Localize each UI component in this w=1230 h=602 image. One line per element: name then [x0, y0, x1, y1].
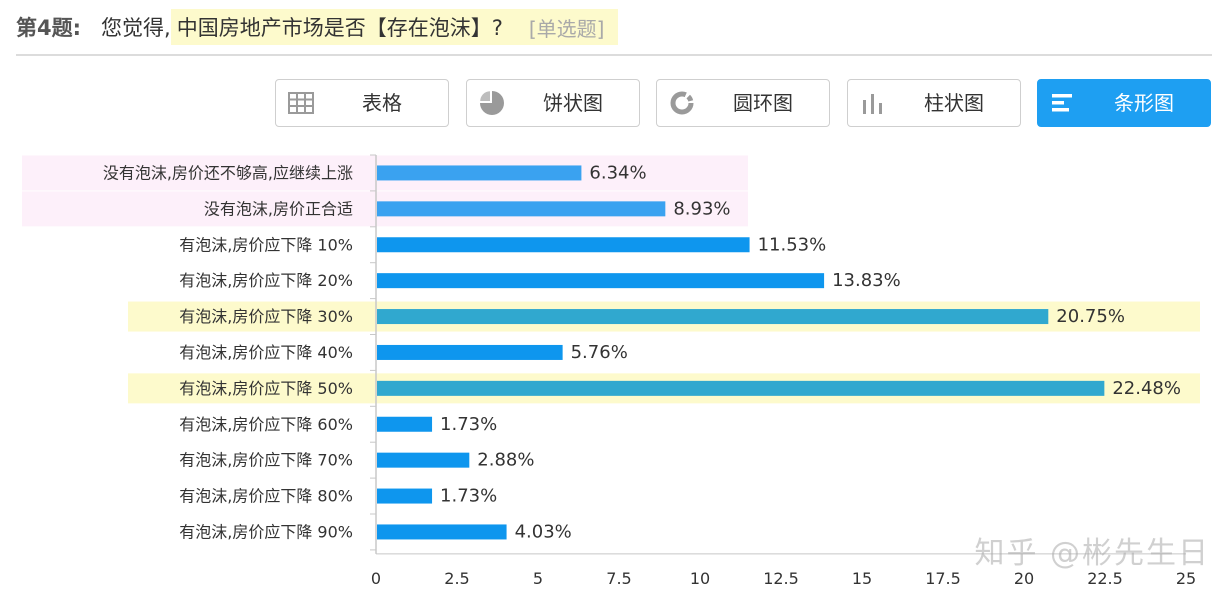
- question-header: 第4题: 您觉得, 中国房地产市场是否【存在泡沫】? [单选题]: [16, 9, 619, 45]
- header-divider: [16, 54, 1212, 56]
- category-label: 有泡沫,房价应下降 40%: [179, 343, 353, 362]
- category-label: 有泡沫,房价应下降 10%: [179, 235, 353, 254]
- category-label: 有泡沫,房价应下降 60%: [179, 415, 353, 434]
- table-view-label: 表格: [362, 91, 402, 115]
- category-label: 有泡沫,房价应下降 80%: [179, 487, 353, 506]
- pie-view-button[interactable]: 饼状图: [466, 79, 640, 127]
- category-label: 有泡沫,房价应下降 20%: [179, 271, 353, 290]
- category-label: 有泡沫,房价应下降 30%: [179, 307, 353, 326]
- pie-view-label: 饼状图: [543, 91, 603, 115]
- x-tick-label: 12.5: [763, 569, 799, 588]
- category-label: 没有泡沫,房价还不够高,应继续上涨: [103, 163, 353, 182]
- x-tick-label: 17.5: [925, 569, 961, 588]
- x-tick-label: 0: [371, 569, 381, 588]
- bar[interactable]: [377, 452, 470, 468]
- column-chart-icon: [863, 94, 882, 114]
- value-label: 11.53%: [758, 234, 827, 255]
- bar[interactable]: [377, 524, 507, 540]
- bar[interactable]: [377, 201, 666, 217]
- bar-view-button[interactable]: 条形图: [1037, 79, 1211, 127]
- x-tick-label: 15: [852, 569, 872, 588]
- donut-view-label: 圆环图: [733, 91, 793, 115]
- category-label: 有泡沫,房价应下降 70%: [179, 451, 353, 470]
- x-tick-label: 22.5: [1087, 569, 1123, 588]
- value-label: 1.73%: [440, 414, 497, 435]
- bar[interactable]: [377, 309, 1049, 325]
- bar[interactable]: [377, 488, 433, 504]
- bar[interactable]: [377, 344, 563, 360]
- question-highlight: 中国房地产市场是否【存在泡沫】? [单选题]: [170, 9, 619, 45]
- category-label: 有泡沫,房价应下降 50%: [179, 379, 353, 398]
- category-label: 有泡沫,房价应下降 90%: [179, 522, 353, 541]
- bar[interactable]: [377, 165, 582, 181]
- question-number: 第4题:: [16, 16, 82, 40]
- question-lead: 您觉得,: [101, 16, 171, 40]
- bar-chart: 没有泡沫,房价还不够高,应继续上涨 6.34% 没有泡沫,房价正合适 8.93% 有泡沫…: [22, 154, 1200, 588]
- value-label: 1.73%: [440, 486, 497, 507]
- pie-chart-icon: [480, 91, 504, 115]
- watermark: 知乎 @彬先生日: [974, 536, 1210, 571]
- column-view-button[interactable]: 柱状图: [847, 79, 1021, 127]
- value-label: 2.88%: [477, 450, 534, 471]
- x-tick-label: 25: [1176, 569, 1196, 588]
- bar[interactable]: [377, 416, 433, 432]
- value-label: 5.76%: [571, 342, 628, 363]
- x-tick-label: 7.5: [606, 569, 631, 588]
- table-view-button[interactable]: 表格: [275, 79, 449, 127]
- value-label: 6.34%: [589, 162, 646, 183]
- value-label: 22.48%: [1112, 378, 1181, 399]
- donut-view-button[interactable]: 圆环图: [656, 79, 830, 127]
- bar[interactable]: [377, 237, 750, 253]
- value-label: 4.03%: [515, 521, 572, 542]
- bar-chart-icon: [1052, 94, 1072, 112]
- donut-chart-icon: [670, 91, 694, 115]
- value-label: 13.83%: [832, 270, 901, 291]
- x-tick-label: 20: [1014, 569, 1034, 588]
- value-label: 20.75%: [1056, 306, 1125, 327]
- bar-view-label: 条形图: [1114, 91, 1174, 115]
- x-tick-label: 5: [533, 569, 543, 588]
- x-tick-label: 2.5: [444, 569, 469, 588]
- question-text: 中国房地产市场是否【存在泡沫】?: [176, 16, 503, 40]
- x-tick-label: 10: [690, 569, 710, 588]
- category-label: 没有泡沫,房价正合适: [204, 199, 353, 218]
- question-type: [单选题]: [528, 16, 605, 41]
- bar[interactable]: [377, 380, 1105, 396]
- column-view-label: 柱状图: [924, 91, 984, 115]
- table-icon: [288, 92, 314, 114]
- value-label: 8.93%: [673, 198, 730, 219]
- bar[interactable]: [377, 273, 825, 289]
